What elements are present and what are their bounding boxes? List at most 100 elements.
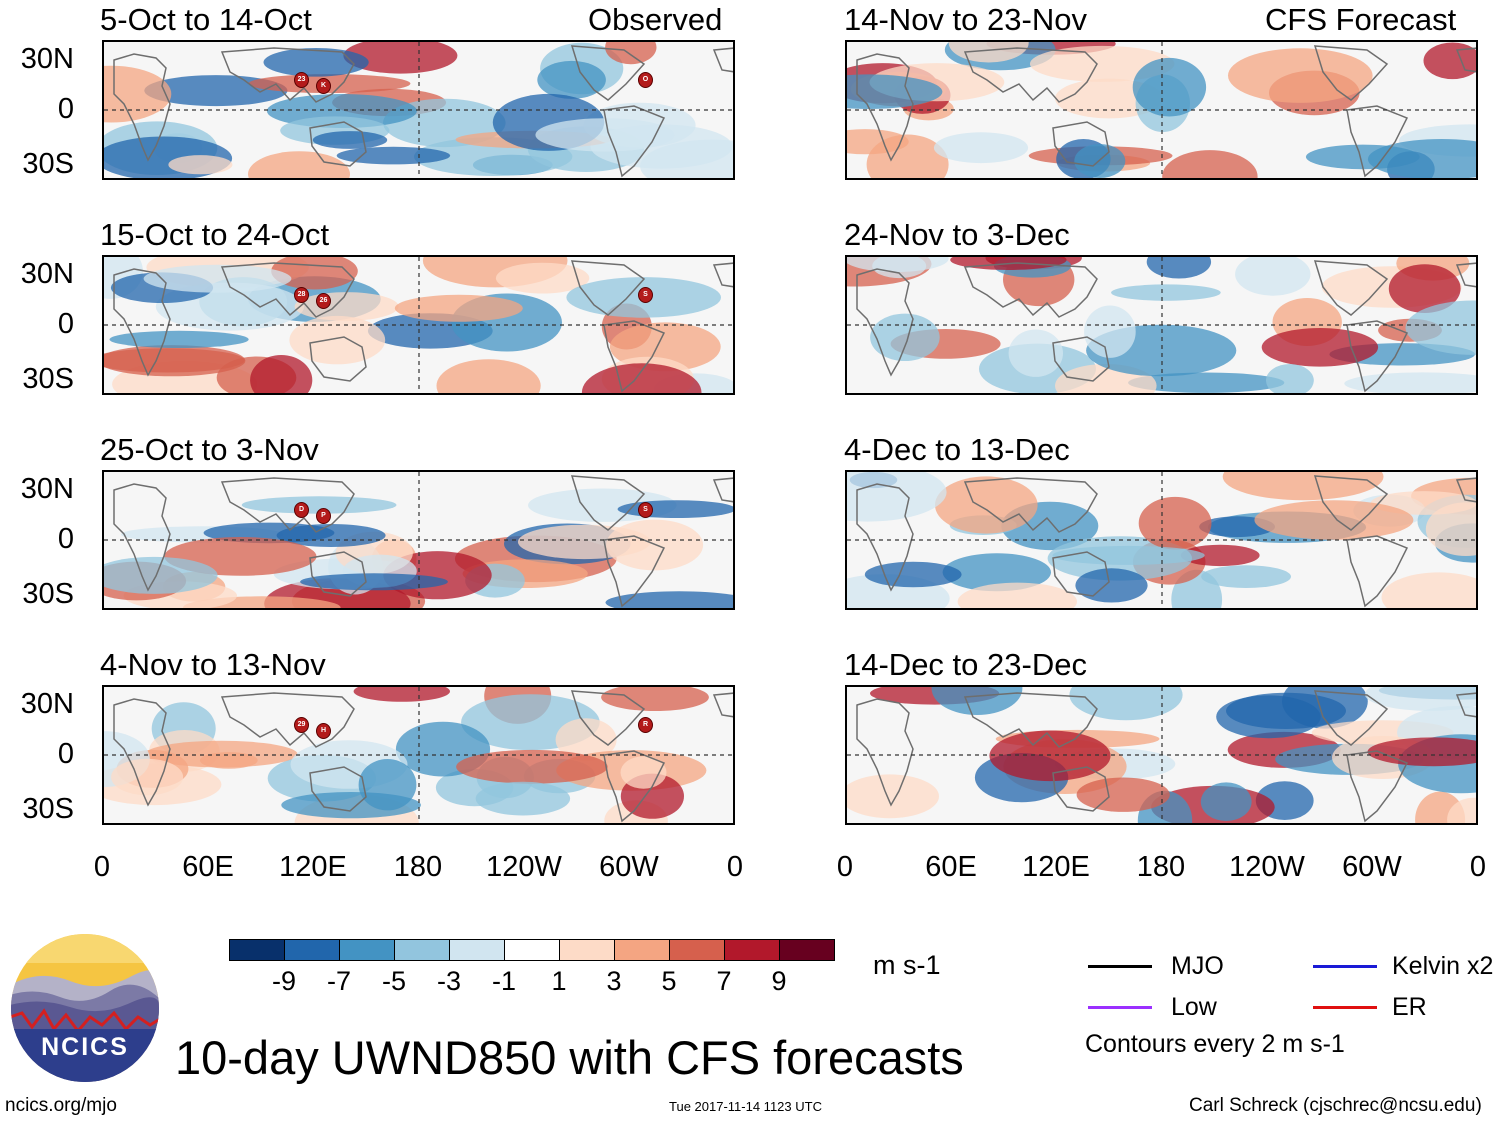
panel-title: 5-Oct to 14-Oct: [100, 2, 312, 37]
x-label: 0: [93, 851, 111, 883]
colorbar-label: -5: [381, 966, 406, 996]
legend-er: ER: [1392, 993, 1427, 1021]
x-label: 60W: [1342, 851, 1402, 883]
y-label-30n: 30N: [20, 43, 74, 75]
footer-url[interactable]: ncics.org/mjo: [5, 1095, 117, 1116]
x-label: 120E: [1022, 851, 1090, 883]
anomaly-map: [845, 470, 1478, 610]
panel-label-observed: Observed: [588, 2, 723, 37]
panel-label-forecast: CFS Forecast: [1265, 2, 1457, 37]
storm-marker[interactable]: R: [638, 717, 653, 733]
colorbar-swatch: [504, 939, 560, 961]
storm-marker[interactable]: H: [316, 723, 331, 739]
y-label-30s: 30S: [22, 363, 74, 395]
anomaly-map: 29 H R: [102, 685, 735, 825]
y-label-0: 0: [57, 308, 74, 340]
colorbar-label: 7: [716, 966, 732, 996]
ncics-logo[interactable]: NCICS: [10, 933, 160, 1083]
storm-marker[interactable]: P: [316, 508, 331, 524]
panel-title: 15-Oct to 24-Oct: [100, 217, 330, 252]
colorbar-swatch: [559, 939, 615, 961]
wind-anomaly-field: [847, 687, 1476, 823]
colorbar-swatch: [779, 939, 835, 961]
colorbar-units: m s-1: [873, 950, 941, 980]
panel-title: 4-Nov to 13-Nov: [100, 647, 326, 682]
y-label-0: 0: [57, 523, 74, 555]
storm-marker[interactable]: 23: [294, 72, 309, 88]
colorbar-label: -1: [491, 966, 516, 996]
anomaly-map: [845, 40, 1478, 180]
x-label: 0: [726, 851, 744, 883]
x-label: 0: [1469, 851, 1487, 883]
y-label-30n: 30N: [20, 473, 74, 505]
y-label-0: 0: [57, 738, 74, 770]
logo-text: NCICS: [41, 1033, 129, 1061]
storm-marker[interactable]: 29: [294, 717, 309, 733]
storm-marker[interactable]: S: [638, 502, 653, 518]
anomaly-map: 28 26 S: [102, 255, 735, 395]
panel-title: 14-Dec to 23-Dec: [844, 647, 1087, 682]
wind-anomaly-field: [104, 42, 733, 178]
wind-anomaly-field: [847, 257, 1476, 393]
wind-anomaly-field: [104, 257, 733, 393]
y-label-30n: 30N: [20, 688, 74, 720]
anomaly-map: [845, 685, 1478, 825]
legend-mjo: MJO: [1171, 952, 1224, 980]
colorbar-label: 5: [661, 966, 677, 996]
colorbar-swatch: [284, 939, 340, 961]
legend-kelvin: Kelvin x2: [1392, 952, 1494, 980]
colorbar-swatch: [394, 939, 450, 961]
y-label-30s: 30S: [22, 793, 74, 825]
contours-note: Contours every 2 m s-1: [1085, 1030, 1345, 1058]
wind-anomaly-field: [104, 687, 733, 823]
storm-marker[interactable]: K: [316, 78, 331, 94]
storm-marker[interactable]: 28: [294, 287, 309, 303]
y-label-30n: 30N: [20, 258, 74, 290]
colorbar-swatch: [449, 939, 505, 961]
colorbar-label: 9: [771, 966, 787, 996]
anomaly-map: [845, 255, 1478, 395]
colorbar-label: 1: [551, 966, 567, 996]
x-label: 0: [836, 851, 854, 883]
colorbar-swatch: [339, 939, 395, 961]
colorbar-swatch: [229, 939, 285, 961]
x-label: 120W: [1229, 851, 1305, 883]
x-label: 180: [393, 851, 443, 883]
footer-timestamp: Tue 2017-11-14 1123 UTC: [669, 1099, 822, 1114]
wind-anomaly-field: [847, 42, 1476, 178]
x-label: 60E: [182, 851, 234, 883]
colorbar-swatch: [669, 939, 725, 961]
legend-low: Low: [1171, 993, 1217, 1021]
storm-marker[interactable]: 26: [316, 293, 331, 309]
x-label: 60W: [599, 851, 659, 883]
x-label: 120E: [279, 851, 347, 883]
y-label-30s: 30S: [22, 578, 74, 610]
er-line-icon: [1313, 1006, 1377, 1009]
colorbar-label: -3: [436, 966, 461, 996]
panel-title: 25-Oct to 3-Nov: [100, 432, 319, 467]
x-label: 60E: [925, 851, 977, 883]
panel-title: 14-Nov to 23-Nov: [844, 2, 1087, 37]
storm-marker[interactable]: S: [638, 287, 653, 303]
storm-marker[interactable]: O: [638, 72, 653, 88]
panel-title: 24-Nov to 3-Dec: [844, 217, 1070, 252]
colorbar-label: -7: [326, 966, 351, 996]
anomaly-map: 23 K O: [102, 40, 735, 180]
mjo-line-icon: [1088, 965, 1152, 968]
colorbar-swatch: [614, 939, 670, 961]
footer-credit[interactable]: Carl Schreck (cjschrec@ncsu.edu): [1189, 1095, 1482, 1116]
colorbar-label: 3: [606, 966, 622, 996]
colorbar-swatch: [724, 939, 780, 961]
logo-mountains-icon: [11, 934, 159, 1082]
y-label-0: 0: [57, 93, 74, 125]
wind-anomaly-field: [847, 472, 1476, 608]
storm-marker[interactable]: D: [294, 502, 309, 518]
colorbar-label: -9: [271, 966, 296, 996]
panel-title: 4-Dec to 13-Dec: [844, 432, 1070, 467]
kelvin-line-icon: [1313, 965, 1377, 968]
low-line-icon: [1088, 1006, 1152, 1009]
main-title: 10-day UWND850 with CFS forecasts: [175, 1031, 964, 1084]
x-label: 120W: [486, 851, 562, 883]
wind-anomaly-field: [104, 472, 733, 608]
